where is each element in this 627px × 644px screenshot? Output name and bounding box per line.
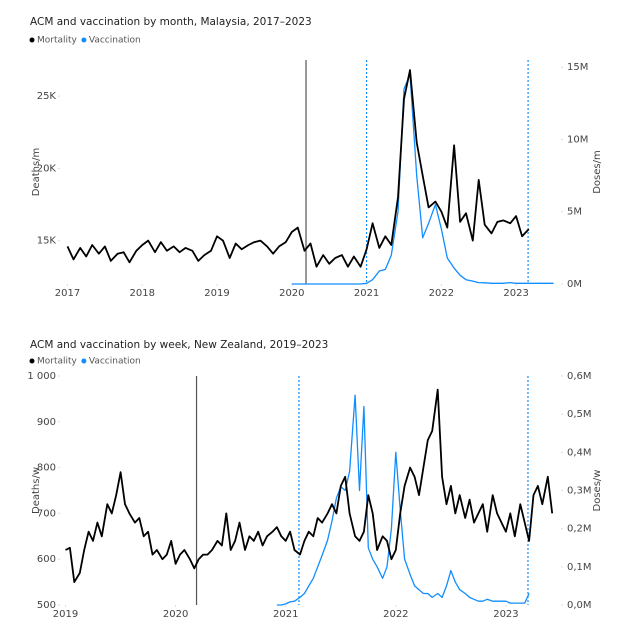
y2-axis-title: Doses/w	[592, 470, 603, 512]
legend-label: Mortality	[37, 357, 78, 367]
legend-label: Vaccination	[89, 357, 141, 367]
x-tick-label: 2020	[279, 288, 304, 299]
series-line	[276, 394, 530, 606]
y-axis-title: Deaths/m	[31, 148, 42, 197]
y2-tick-label: 5M	[567, 207, 582, 218]
legend-marker	[29, 358, 35, 364]
legend-marker	[81, 37, 87, 43]
legend-marker	[81, 358, 87, 364]
y-tick-label: 20K	[37, 163, 57, 174]
series-line	[66, 69, 530, 268]
x-tick-label: 2022	[383, 609, 408, 620]
y-tick-label: 700	[37, 508, 56, 519]
y-tick-label: 25K	[37, 91, 57, 102]
x-tick-label: 2019	[53, 609, 78, 620]
legend-label: Mortality	[37, 36, 78, 46]
y2-tick-label: 0,1M	[567, 562, 592, 573]
y-tick-label: 15K	[37, 236, 57, 247]
x-tick-label: 2019	[204, 288, 229, 299]
y2-tick-label: 0,6M	[567, 371, 592, 382]
legend-marker	[29, 37, 35, 43]
y-tick-label: 900	[37, 417, 56, 428]
y2-axis-title: Doses/m	[592, 150, 603, 194]
y2-tick-label: 0,4M	[567, 447, 592, 458]
x-tick-label: 2022	[429, 288, 454, 299]
y-tick-label: 500	[37, 600, 56, 611]
x-tick-label: 2020	[163, 609, 188, 620]
y2-tick-label: 10M	[567, 134, 588, 145]
y2-tick-label: 0,2M	[567, 524, 592, 535]
x-tick-label: 2017	[55, 288, 80, 299]
x-tick-label: 2021	[273, 609, 298, 620]
y2-tick-label: 0M	[567, 279, 582, 290]
y2-tick-label: 0,0M	[567, 600, 592, 611]
x-tick-label: 2023	[503, 288, 528, 299]
legend-label: Vaccination	[89, 36, 141, 46]
chart-title: ACM and vaccination by month, Malaysia, …	[30, 16, 312, 28]
y2-tick-label: 15M	[567, 62, 588, 73]
x-tick-label: 2018	[130, 288, 155, 299]
y2-tick-label: 0,5M	[567, 409, 592, 420]
y-tick-label: 600	[37, 554, 56, 565]
chart-title: ACM and vaccination by week, New Zealand…	[30, 339, 328, 351]
x-tick-label: 2021	[354, 288, 379, 299]
y-tick-label: 1 000	[27, 371, 56, 382]
series-line	[291, 73, 554, 285]
y-tick-label: 800	[37, 463, 56, 474]
x-tick-label: 2023	[493, 609, 518, 620]
series-line	[65, 388, 554, 583]
y2-tick-label: 0,3M	[567, 486, 592, 497]
y-axis-title: Deaths/w	[31, 467, 42, 514]
